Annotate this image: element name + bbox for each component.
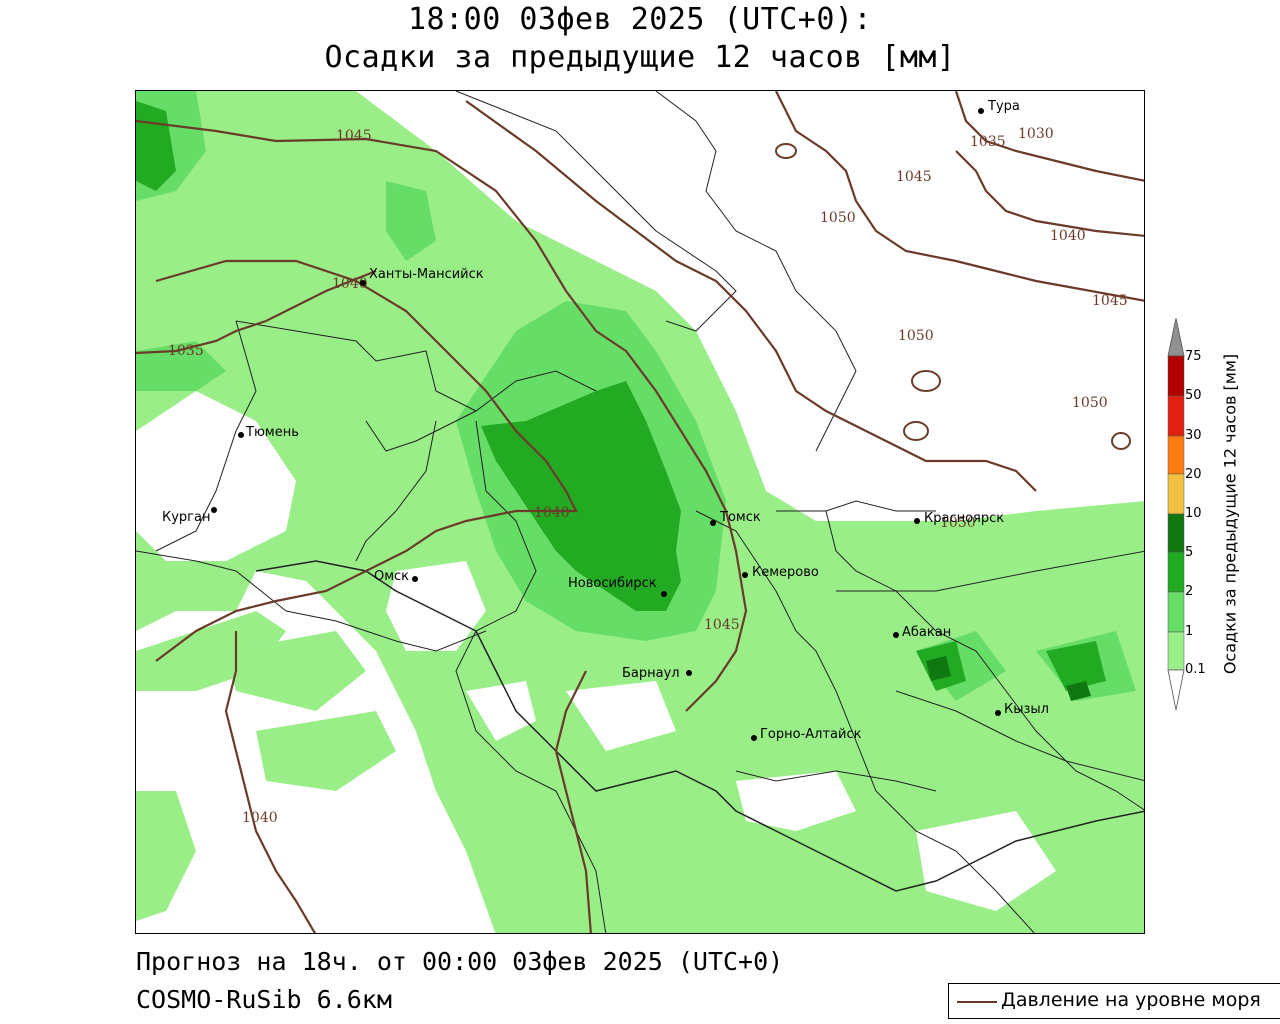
forecast-info: Прогноз на 18ч. от 00:00 03фев 2025 (UTC… <box>136 947 784 976</box>
colorbar-tick: 2 <box>1185 584 1194 599</box>
colorbar-swatch <box>1167 631 1185 671</box>
city-label: Томск <box>719 510 761 525</box>
colorbar-bottom-arrow <box>1167 669 1185 711</box>
country-border <box>255 560 1144 892</box>
isobar-label: 1050 <box>898 328 934 344</box>
colorbar-top-arrow <box>1167 317 1185 357</box>
colorbar-swatch <box>1167 551 1185 593</box>
colorbar-tick: 0.1 <box>1185 662 1206 677</box>
city-marker <box>238 432 244 438</box>
city-marker <box>751 735 757 741</box>
city-label: Новосибирск <box>568 576 657 591</box>
city-marker <box>360 280 366 286</box>
colorbar-title-text: Осадки за предыдущие 12 часов [мм] <box>1220 353 1240 675</box>
colorbar-tick: 20 <box>1185 467 1202 482</box>
isobars <box>136 91 1144 933</box>
precip-heavy <box>136 101 1106 691</box>
pressure-line-swatch <box>957 1001 997 1003</box>
pressure-legend: Давление на уровне моря <box>948 983 1280 1019</box>
colorbar-tick: 50 <box>1185 388 1202 403</box>
city-label: Омск <box>374 569 409 584</box>
city-label: Курган <box>162 510 210 525</box>
city-marker <box>412 576 418 582</box>
city-label: Тура <box>987 99 1020 114</box>
isobar-label: 1050 <box>820 210 856 226</box>
colorbar-swatch <box>1167 513 1185 553</box>
colorbar-tick: 1 <box>1185 624 1194 639</box>
isobar-label: 1040 <box>1050 228 1086 244</box>
isobar-label: 1045 <box>704 617 740 633</box>
isobar-label: 1045 <box>1092 293 1128 309</box>
city-label: Барнаул <box>622 666 680 681</box>
city-marker <box>211 507 217 513</box>
colorbar-swatch <box>1167 435 1185 475</box>
map-title-line2: Осадки за предыдущие 12 часов [мм] <box>324 40 956 75</box>
isobar-label: 1045 <box>336 128 372 144</box>
city-label: Кемерово <box>752 565 819 580</box>
city-marker <box>978 108 984 114</box>
isobar-label: 1040 <box>242 810 278 826</box>
city-label: Красноярск <box>924 511 1004 526</box>
precip-very-heavy <box>926 656 1091 701</box>
map-title-line1: 18:00 03фев 2025 (UTC+0): <box>407 2 873 37</box>
isobar-label: 1050 <box>940 515 976 531</box>
city-marker <box>661 591 667 597</box>
precipitation-map: 1045 1035 1030 1045 1050 1040 1040 1045 … <box>135 90 1145 934</box>
isobar-labels: 1045 1035 1030 1045 1050 1040 1040 1045 … <box>168 126 1128 826</box>
city-marker <box>914 518 920 524</box>
city-label: Тюмень <box>245 425 299 440</box>
pressure-legend-label: Давление на уровне моря <box>1001 989 1261 1011</box>
colorbar-tick: 30 <box>1185 428 1202 443</box>
city-label: Кызыл <box>1004 702 1049 717</box>
isobar-loops <box>775 143 1131 450</box>
city-label: Горно-Алтайск <box>760 727 862 742</box>
colorbar-swatch <box>1167 591 1185 633</box>
isobar-label: 1040 <box>534 505 570 521</box>
colorbar-tick: 5 <box>1185 545 1194 560</box>
precip-colorbar: 75 50 30 20 10 5 2 1 0.1 <box>1165 317 1255 713</box>
city-marker <box>893 632 899 638</box>
isobar-label: 1040 <box>332 276 368 292</box>
colorbar-swatch <box>1167 395 1185 437</box>
colorbar-swatch <box>1167 355 1185 397</box>
isobar-label: 1030 <box>1018 126 1054 142</box>
city-marker <box>742 572 748 578</box>
colorbar-swatch <box>1167 473 1185 515</box>
colorbar-swatches <box>1167 317 1185 711</box>
model-name: COSMO-RuSib 6.6км <box>136 985 392 1014</box>
cities: Тура Ханты-Мансийск Тюмень Курган Омск Т… <box>162 99 1049 742</box>
isobar-label: 1035 <box>168 343 204 359</box>
city-marker <box>710 520 716 526</box>
isobar-label: 1035 <box>970 134 1006 150</box>
map-canvas: 1045 1035 1030 1045 1050 1040 1040 1045 … <box>136 91 1144 933</box>
precip-gaps <box>136 391 1056 911</box>
city-label: Ханты-Мансийск <box>369 267 484 282</box>
colorbar-title: Осадки за предыдущие 12 часов [мм] <box>1210 324 1250 704</box>
colorbar-tick: 10 <box>1185 506 1202 521</box>
colorbar-tick: 75 <box>1185 349 1202 364</box>
isobar-label: 1050 <box>1072 395 1108 411</box>
city-label: Абакан <box>902 625 951 640</box>
isobar-label: 1045 <box>896 169 932 185</box>
city-marker <box>686 670 692 676</box>
city-marker <box>995 710 1001 716</box>
